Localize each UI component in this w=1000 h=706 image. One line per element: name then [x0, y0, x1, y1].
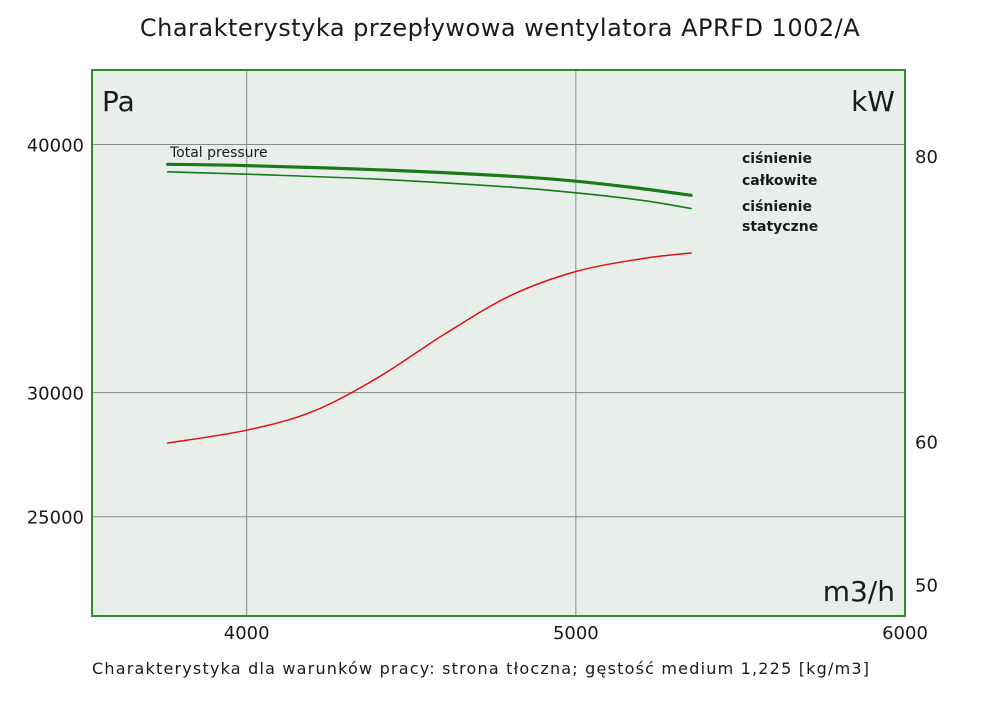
- chart-footnote: Charakterystyka dla warunków pracy: stro…: [92, 659, 871, 678]
- legend-static-line2: statyczne: [742, 219, 818, 235]
- y-right-tick-80: 80: [915, 147, 938, 168]
- y-left-tick-25000: 25000: [27, 508, 84, 529]
- y-left-unit-label: Pa: [102, 85, 135, 118]
- series-group: [166, 162, 693, 444]
- legend-static-line1: ciśnienie: [742, 199, 812, 215]
- legend-total-line2: całkowite: [742, 173, 817, 189]
- y-right-tick-50: 50: [915, 576, 938, 597]
- y-left-tick-40000: 40000: [27, 135, 84, 156]
- grid: [92, 70, 905, 616]
- y-left-tick-30000: 30000: [27, 384, 84, 405]
- chart-title: Charakterystyka przepływowa wentylatora …: [139, 14, 861, 42]
- x-tick-5000: 5000: [553, 623, 599, 644]
- annotation-total-pressure: Total pressure: [169, 145, 268, 161]
- series-line-power: [166, 252, 692, 444]
- x-tick-4000: 4000: [224, 623, 270, 644]
- series-line-total-pressure: [166, 162, 693, 197]
- series-line-static-pressure: [166, 171, 692, 210]
- legend-total-line1: ciśnienie: [742, 151, 812, 167]
- x-unit-label: m3/h: [823, 575, 895, 608]
- x-tick-labels: 4000 5000 6000: [224, 623, 928, 644]
- x-tick-6000: 6000: [882, 623, 928, 644]
- plot-background: [92, 70, 905, 616]
- plot-frame: [91, 69, 906, 617]
- y-right-tick-labels: 50 60 80: [915, 147, 938, 597]
- y-left-tick-labels: 25000 30000 40000: [27, 135, 84, 528]
- y-right-tick-60: 60: [915, 433, 938, 454]
- y-right-unit-label: kW: [851, 85, 895, 118]
